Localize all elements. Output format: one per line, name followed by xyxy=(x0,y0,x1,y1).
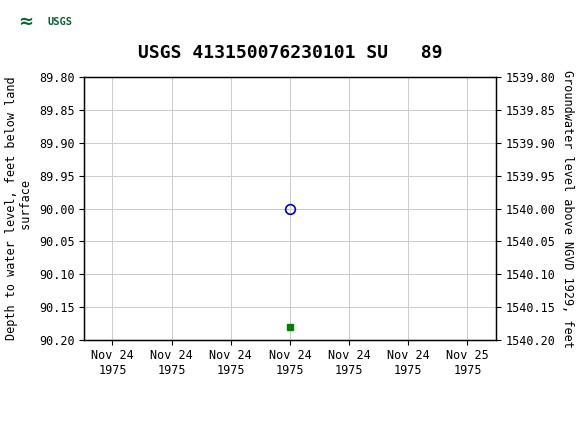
Legend: Period of approved data: Period of approved data xyxy=(181,428,399,430)
FancyBboxPatch shape xyxy=(6,5,81,40)
Text: ≈: ≈ xyxy=(19,12,34,31)
Text: USGS 413150076230101 SU   89: USGS 413150076230101 SU 89 xyxy=(138,44,442,62)
Y-axis label: Depth to water level, feet below land
 surface: Depth to water level, feet below land su… xyxy=(5,77,33,341)
Text: USGS: USGS xyxy=(48,17,72,27)
Y-axis label: Groundwater level above NGVD 1929, feet: Groundwater level above NGVD 1929, feet xyxy=(561,70,574,347)
